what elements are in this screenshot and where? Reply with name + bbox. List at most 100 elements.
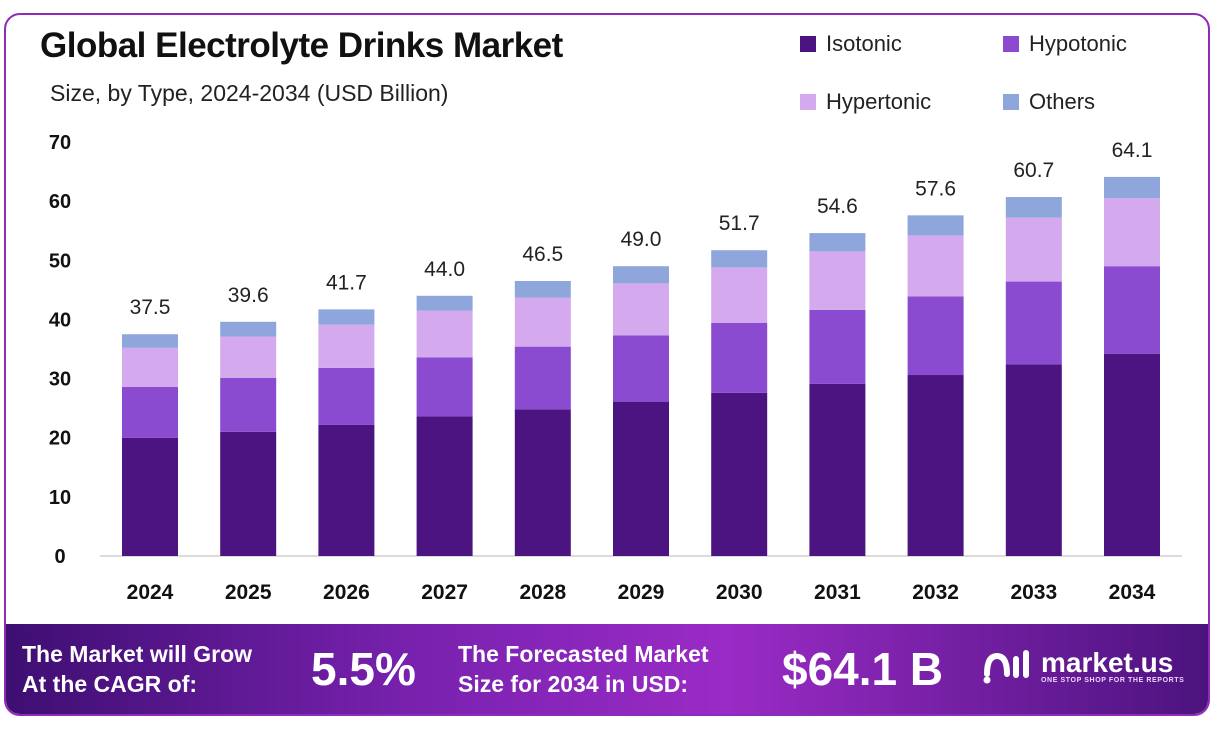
bar-total-label: 37.5 bbox=[130, 296, 171, 319]
bar-total-label: 54.6 bbox=[817, 195, 858, 218]
bar-total-label: 60.7 bbox=[1013, 159, 1054, 182]
bar-segment-isotonic bbox=[809, 383, 866, 556]
y-tick-label: 60 bbox=[49, 191, 71, 213]
bar-segment-isotonic bbox=[318, 424, 375, 556]
bar-segment-isotonic bbox=[1104, 353, 1160, 556]
bar-segment-hypertonic bbox=[318, 324, 375, 368]
summary-banner: The Market will Grow At the CAGR of: 5.5… bbox=[6, 624, 1208, 714]
legend-label-isotonic: Isotonic bbox=[826, 31, 902, 56]
bar-segment-others bbox=[907, 215, 964, 236]
bar-segment-others bbox=[220, 321, 277, 337]
forecast-value: $64.1 B bbox=[782, 643, 944, 695]
y-tick-label: 20 bbox=[49, 428, 71, 450]
brand-logo: market.us ONE STOP SHOP FOR THE REPORTS bbox=[981, 644, 1184, 688]
bar-segment-isotonic bbox=[122, 437, 178, 556]
legend-swatch-others bbox=[1003, 94, 1019, 110]
bar-total-label: 41.7 bbox=[326, 271, 367, 294]
chart-frame bbox=[4, 13, 1210, 716]
bar-segment-hypotonic bbox=[1104, 266, 1160, 354]
logo-name: market.us bbox=[1041, 646, 1174, 678]
legend-item-hypotonic: Hypotonic bbox=[1003, 31, 1127, 57]
bar-segment-others bbox=[416, 295, 473, 311]
legend-item-others: Others bbox=[1003, 89, 1095, 115]
bar-segment-isotonic bbox=[220, 431, 277, 556]
forecast-label: The Forecasted Market Size for 2034 in U… bbox=[458, 639, 709, 699]
bar-segment-isotonic bbox=[416, 416, 473, 556]
x-tick-label: 2028 bbox=[519, 581, 566, 604]
x-tick-label: 2029 bbox=[618, 581, 665, 604]
x-tick-label: 2026 bbox=[323, 581, 370, 604]
x-tick-label: 2030 bbox=[716, 581, 763, 604]
legend-label-others: Others bbox=[1029, 89, 1096, 114]
chart-subtitle: Size, by Type, 2024-2034 (USD Billion) bbox=[50, 80, 449, 106]
bar-total-label: 49.0 bbox=[621, 228, 662, 251]
x-tick-label: 2027 bbox=[421, 581, 468, 604]
bar-segment-others bbox=[1005, 197, 1062, 218]
bar-segment-hypotonic bbox=[416, 357, 473, 417]
bar-segment-hypotonic bbox=[613, 335, 669, 402]
bar-segment-others bbox=[711, 250, 768, 268]
y-tick-label: 70 bbox=[49, 132, 71, 154]
cagr-value: 5.5% bbox=[311, 643, 416, 695]
bar-segment-hypertonic bbox=[220, 336, 277, 378]
forecast-label-line1: The Forecasted Market bbox=[458, 641, 709, 667]
bar-segment-hypertonic bbox=[809, 251, 866, 310]
stacked-bar-chart: 01020304050607037.5202439.6202541.720264… bbox=[49, 132, 1182, 604]
bar-total-label: 46.5 bbox=[522, 243, 563, 266]
bar-segment-hypertonic bbox=[514, 297, 571, 347]
x-tick-label: 2034 bbox=[1109, 581, 1156, 604]
bar-segment-hypotonic bbox=[711, 322, 768, 393]
legend-label-hypertonic: Hypertonic bbox=[826, 89, 932, 114]
y-tick-label: 40 bbox=[49, 309, 71, 331]
bar-segment-others bbox=[122, 334, 178, 348]
cagr-label-line1: The Market will Grow bbox=[22, 641, 253, 667]
bar-segment-hypotonic bbox=[1005, 281, 1062, 365]
bar-total-label: 57.6 bbox=[915, 177, 956, 200]
y-tick-label: 30 bbox=[49, 369, 71, 391]
market-us-logo-icon bbox=[983, 650, 1029, 684]
x-tick-label: 2032 bbox=[912, 581, 959, 604]
bar-segment-isotonic bbox=[613, 401, 669, 556]
bar-segment-hypotonic bbox=[907, 296, 964, 376]
bar-total-label: 44.0 bbox=[424, 258, 465, 281]
bar-segment-others bbox=[613, 266, 669, 284]
x-tick-label: 2024 bbox=[127, 581, 174, 604]
bar-segment-isotonic bbox=[907, 375, 964, 556]
bar-segment-hypotonic bbox=[318, 367, 375, 425]
bar-segment-hypertonic bbox=[416, 310, 473, 358]
legend-swatch-hypotonic bbox=[1003, 36, 1019, 52]
bar-segment-hypertonic bbox=[1104, 198, 1160, 267]
legend-item-hypertonic: Hypertonic bbox=[800, 89, 931, 115]
y-tick-label: 0 bbox=[54, 546, 65, 568]
bar-segment-hypertonic bbox=[711, 267, 768, 323]
bar-segment-others bbox=[1104, 176, 1160, 199]
chart-title: Global Electrolyte Drinks Market bbox=[40, 26, 563, 65]
bar-segment-hypotonic bbox=[514, 346, 571, 410]
bar-total-label: 51.7 bbox=[719, 212, 760, 235]
x-tick-label: 2025 bbox=[225, 581, 272, 604]
bar-segment-isotonic bbox=[514, 409, 571, 556]
cagr-label-line2: At the CAGR of: bbox=[22, 671, 198, 697]
bar-total-label: 64.1 bbox=[1112, 139, 1153, 162]
bar-segment-hypertonic bbox=[122, 347, 178, 387]
legend-item-isotonic: Isotonic bbox=[800, 31, 902, 57]
bar-segment-others bbox=[318, 309, 375, 325]
legend-label-hypotonic: Hypotonic bbox=[1029, 31, 1127, 56]
legend-swatch-isotonic bbox=[800, 36, 816, 52]
bar-segment-others bbox=[809, 233, 866, 252]
bar-segment-isotonic bbox=[1005, 364, 1062, 556]
bar-segment-hypertonic bbox=[613, 283, 669, 336]
bar-segment-hypertonic bbox=[907, 235, 964, 297]
bar-segment-hypotonic bbox=[122, 386, 178, 438]
legend-swatch-hypertonic bbox=[800, 94, 816, 110]
cagr-label: The Market will Grow At the CAGR of: bbox=[22, 639, 252, 699]
bar-segment-isotonic bbox=[711, 392, 768, 556]
y-tick-label: 50 bbox=[49, 250, 71, 272]
bar-segment-hypertonic bbox=[1005, 217, 1062, 282]
bar-segment-hypotonic bbox=[809, 309, 866, 384]
x-tick-label: 2033 bbox=[1010, 581, 1057, 604]
bar-total-label: 39.6 bbox=[228, 284, 269, 307]
bar-segment-others bbox=[514, 280, 571, 298]
forecast-label-line2: Size for 2034 in USD: bbox=[458, 671, 689, 697]
x-tick-label: 2031 bbox=[814, 581, 861, 604]
